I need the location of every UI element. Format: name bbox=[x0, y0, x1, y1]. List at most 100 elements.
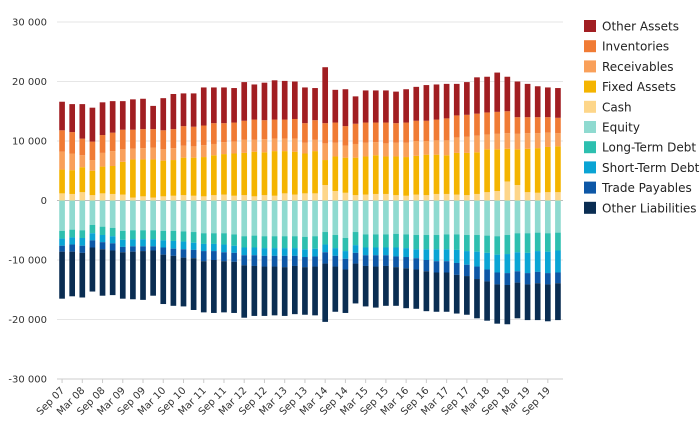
bar-segment-equity bbox=[433, 200, 440, 236]
bar-segment-other-assets bbox=[312, 88, 318, 121]
bar-segment-other-assets bbox=[271, 80, 278, 120]
bar-segment-equity bbox=[464, 200, 470, 236]
bar-segment-cash bbox=[211, 195, 217, 201]
bar-segment-equity bbox=[291, 200, 298, 237]
bar-segment-trade-payables bbox=[352, 252, 359, 264]
bar-segment-other-assets bbox=[170, 93, 177, 130]
bar-segment-cash bbox=[484, 192, 490, 201]
bar-segment-receivables bbox=[443, 140, 450, 156]
bar-segment-cash bbox=[443, 193, 450, 201]
legend-label-inventories: Inventories bbox=[602, 40, 669, 54]
bar-segment-fixed-assets bbox=[69, 170, 76, 194]
bar-segment-long-term-debt bbox=[484, 235, 490, 253]
bar-segment-inventories bbox=[352, 123, 359, 144]
bar-segment-fixed-assets bbox=[322, 160, 329, 186]
bar-segment-other-liabilities bbox=[251, 265, 258, 316]
legend-label-receivables: Receivables bbox=[602, 60, 674, 74]
bar-segment-receivables bbox=[312, 139, 318, 152]
bar-segment-trade-payables bbox=[251, 255, 258, 266]
bar-segment-fixed-assets bbox=[221, 154, 227, 195]
bar-segment-short-term-debt bbox=[180, 241, 187, 250]
bar-segment-receivables bbox=[99, 152, 106, 167]
bar-segment-fixed-assets bbox=[119, 161, 126, 195]
bar-segment-long-term-debt bbox=[200, 233, 207, 244]
bar-segment-inventories bbox=[534, 117, 541, 134]
bar-segment-other-liabilities bbox=[322, 263, 329, 322]
bar-segment-long-term-debt bbox=[140, 230, 146, 240]
bar-segment-other-liabilities bbox=[372, 266, 379, 308]
bar-segment-equity bbox=[89, 200, 96, 225]
bar-segment-cash bbox=[332, 190, 339, 201]
bar-segment-long-term-debt bbox=[372, 234, 379, 248]
bar-segment-other-liabilities bbox=[291, 265, 298, 315]
bar-segment-other-assets bbox=[119, 101, 126, 130]
bar-segment-equity bbox=[221, 200, 227, 234]
bar-segment-receivables bbox=[261, 139, 268, 153]
bar-segment-short-term-debt bbox=[130, 239, 136, 247]
bar-segment-other-liabilities bbox=[413, 269, 420, 309]
bar-segment-trade-payables bbox=[544, 273, 551, 285]
bar-segment-equity bbox=[352, 200, 359, 233]
bar-segment-short-term-debt bbox=[372, 247, 379, 256]
bar-segment-long-term-debt bbox=[544, 233, 551, 252]
bar-segment-other-assets bbox=[494, 72, 501, 112]
bar-segment-equity bbox=[302, 200, 308, 237]
legend-label-other-assets: Other Assets bbox=[602, 20, 679, 34]
bar-segment-equity bbox=[109, 200, 116, 228]
bar-segment-long-term-debt bbox=[59, 230, 65, 239]
bar-segment-long-term-debt bbox=[231, 234, 237, 246]
bar-segment-receivables bbox=[271, 138, 278, 152]
bar-segment-equity bbox=[79, 200, 86, 231]
bar-segment-short-term-debt bbox=[534, 251, 541, 272]
bar-segment-trade-payables bbox=[99, 242, 106, 250]
bar-segment-short-term-debt bbox=[342, 251, 349, 259]
bar-segment-cash bbox=[524, 192, 531, 201]
bar-segment-fixed-assets bbox=[190, 157, 197, 196]
bar-segment-other-liabilities bbox=[352, 263, 359, 304]
bar-segment-receivables bbox=[211, 143, 217, 156]
bar-segment-equity bbox=[211, 200, 217, 234]
bar-segment-other-liabilities bbox=[89, 247, 96, 292]
bar-segment-cash bbox=[393, 195, 399, 201]
bar-segment-receivables bbox=[109, 151, 116, 166]
bar-segment-trade-payables bbox=[130, 246, 136, 252]
bar-segment-cash bbox=[433, 193, 440, 201]
bar-segment-trade-payables bbox=[79, 245, 86, 253]
bar-segment-fixed-assets bbox=[170, 160, 177, 196]
bar-segment-long-term-debt bbox=[534, 232, 541, 252]
legend-swatch-trade-payables bbox=[584, 181, 596, 194]
bar-segment-inventories bbox=[342, 126, 349, 146]
bar-segment-other-liabilities bbox=[403, 268, 409, 309]
bar-segment-fixed-assets bbox=[464, 152, 470, 196]
bar-segment-short-term-debt bbox=[332, 248, 339, 256]
bar-segment-other-liabilities bbox=[200, 261, 207, 313]
bar-segment-equity bbox=[261, 200, 268, 237]
bar-segment-receivables bbox=[190, 146, 197, 158]
bar-segment-fixed-assets bbox=[514, 149, 521, 186]
bar-segment-fixed-assets bbox=[555, 146, 561, 193]
bar-segment-other-liabilities bbox=[281, 267, 288, 316]
bar-segment-equity bbox=[453, 200, 460, 235]
bar-segment-other-liabilities bbox=[433, 272, 440, 312]
bar-segment-equity bbox=[403, 200, 409, 235]
bar-segment-other-assets bbox=[261, 82, 268, 121]
bar-segment-short-term-debt bbox=[291, 248, 298, 256]
bar-segment-long-term-debt bbox=[393, 233, 399, 248]
bar-segment-long-term-debt bbox=[109, 227, 116, 237]
bar-segment-other-liabilities bbox=[423, 271, 430, 312]
bar-segment-long-term-debt bbox=[271, 236, 278, 249]
bar-segment-equity bbox=[484, 200, 490, 236]
bar-segment-fixed-assets bbox=[302, 153, 308, 194]
bar-segment-other-assets bbox=[322, 67, 329, 124]
bar-segment-inventories bbox=[79, 138, 86, 156]
bar-segment-receivables bbox=[464, 136, 470, 153]
bar-segment-other-assets bbox=[443, 83, 450, 119]
bar-segment-inventories bbox=[261, 120, 268, 140]
bar-segment-fixed-assets bbox=[281, 151, 288, 194]
bar-segment-receivables bbox=[504, 133, 511, 149]
bar-segment-long-term-debt bbox=[160, 230, 167, 241]
bar-segment-receivables bbox=[302, 142, 308, 154]
bar-segment-cash bbox=[302, 193, 308, 201]
bar-segment-receivables bbox=[524, 133, 531, 149]
bar-segment-equity bbox=[130, 200, 136, 231]
